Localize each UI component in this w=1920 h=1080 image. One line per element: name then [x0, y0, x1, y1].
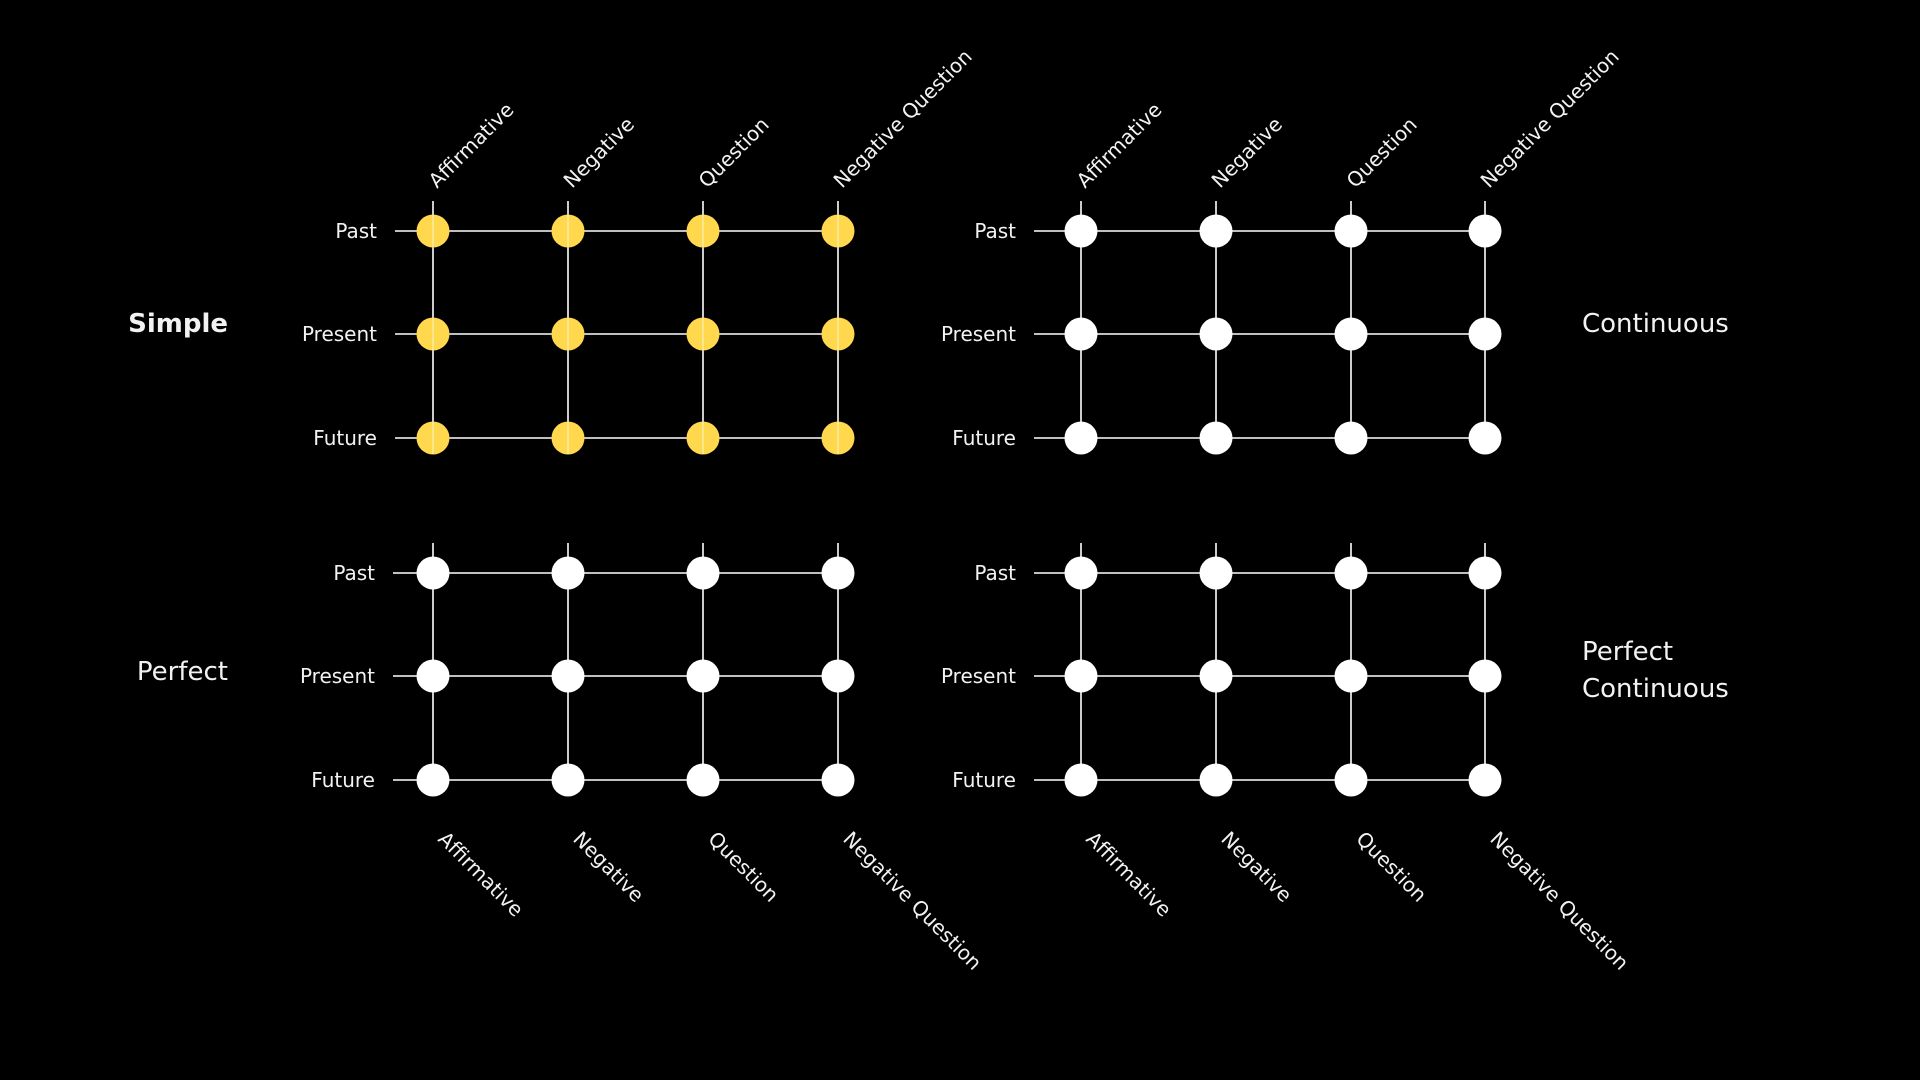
row-label: Past [974, 561, 1016, 585]
row-label: Future [311, 768, 375, 792]
grid-title: Continuous [1582, 309, 1729, 339]
grid-title: Simple [128, 309, 228, 339]
column-label: Question [694, 112, 774, 192]
column-label: Negative [1207, 112, 1287, 192]
column-label: Negative Question [1476, 44, 1624, 192]
row-label: Present [941, 322, 1016, 346]
row-label: Future [313, 426, 377, 450]
column-label: Question [703, 827, 783, 907]
grid-title: Perfect [137, 657, 228, 687]
row-label: Past [333, 561, 375, 585]
column-label: Negative [559, 112, 639, 192]
column-label: Negative [1216, 827, 1296, 907]
row-label: Future [952, 768, 1016, 792]
column-label: Question [1351, 827, 1431, 907]
column-label: Affirmative [1072, 98, 1167, 193]
row-label: Present [302, 322, 377, 346]
grid-title: Perfect [1582, 637, 1673, 667]
grid-perfect: Past Present Future Affirmative Negative Ques… [137, 543, 987, 975]
grid-continuous: Past Present Future Affirmative Negative Ques… [941, 44, 1729, 455]
column-label: Question [1342, 112, 1422, 192]
grid-simple: Past Present Future Affirmative Negative Ques… [128, 44, 977, 455]
column-label: Affirmative [1081, 827, 1176, 922]
row-label: Present [941, 664, 1016, 688]
row-label: Past [335, 219, 377, 243]
row-label: Future [952, 426, 1016, 450]
row-label: Past [974, 219, 1016, 243]
column-label: Affirmative [424, 98, 519, 193]
column-label: Negative Question [829, 44, 977, 192]
row-label: Present [300, 664, 375, 688]
column-label: Affirmative [433, 827, 528, 922]
grid-title: Continuous [1582, 674, 1729, 704]
column-label: Negative Question [1485, 827, 1633, 975]
grid-perfect-continuous: Past Present Future Affirmative Negative Ques… [941, 543, 1729, 975]
column-label: Negative [568, 827, 648, 907]
column-label: Negative Question [838, 827, 986, 975]
